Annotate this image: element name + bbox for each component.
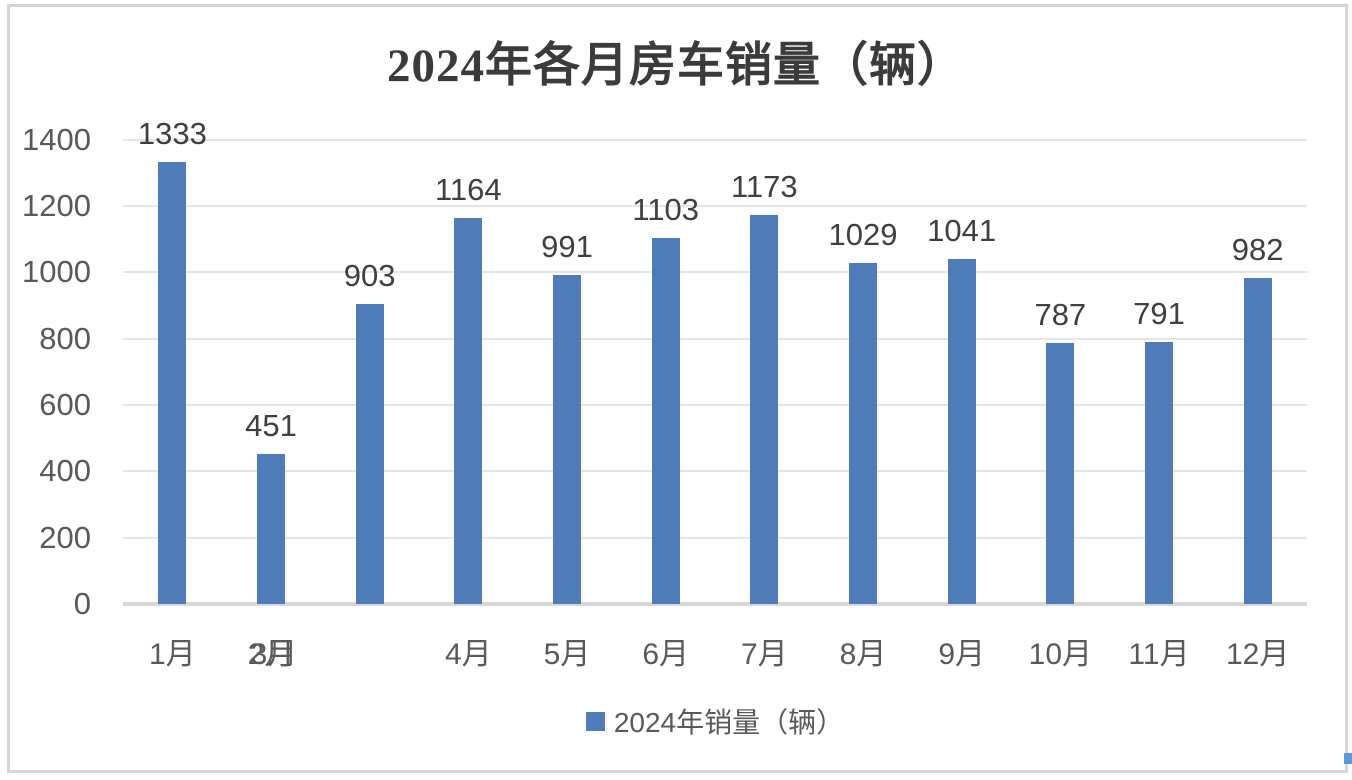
data-label: 1041	[927, 212, 997, 248]
data-label: 1103	[632, 192, 699, 228]
data-label: 903	[343, 258, 396, 294]
bar-8月[interactable]	[849, 262, 877, 604]
x-axis-label: 7月	[740, 638, 788, 671]
gridline	[123, 536, 1307, 539]
x-axis-label: 9月	[938, 638, 985, 671]
data-label: 791	[1133, 295, 1185, 331]
x-axis-label: 10月	[1028, 638, 1093, 671]
y-tick-label: 0	[73, 586, 91, 621]
data-label: 1173	[730, 168, 798, 204]
x-axis-label: 11月	[1128, 638, 1190, 671]
x-axis-label: 1月	[148, 638, 196, 671]
bar-5月[interactable]	[553, 275, 581, 604]
y-tick-label: 600	[39, 386, 91, 422]
y-tick-label: 1000	[22, 254, 91, 290]
gridline	[123, 204, 1307, 207]
gridline	[123, 403, 1307, 406]
legend-color-swatch	[585, 711, 605, 731]
bar-7月[interactable]	[750, 214, 779, 604]
data-label: 1333	[137, 115, 207, 151]
bar-1月[interactable]	[158, 161, 187, 604]
chart-frame	[7, 4, 1348, 773]
data-label: 787	[1034, 296, 1087, 332]
data-label: 982	[1231, 232, 1284, 268]
y-tick-label: 400	[39, 453, 91, 489]
data-label: 1164	[434, 171, 502, 207]
y-tick-label: 1200	[22, 187, 91, 223]
cursor-artifact	[1344, 753, 1352, 764]
bar-4月[interactable]	[454, 217, 483, 604]
data-label: 451	[245, 408, 297, 444]
x-axis-label: 8月	[839, 638, 887, 671]
x-axis-label: 5月	[543, 638, 591, 671]
bar-3月[interactable]	[355, 304, 384, 604]
bar-12月[interactable]	[1243, 278, 1272, 604]
bar-2月[interactable]	[257, 454, 285, 604]
gridline	[123, 337, 1307, 340]
gridline	[123, 470, 1307, 473]
legend[interactable]: 2024年销量（辆）	[123, 701, 1307, 741]
bar-6月[interactable]	[651, 238, 680, 604]
bar-11月[interactable]	[1145, 341, 1173, 604]
x-axis-label: 12月	[1225, 638, 1290, 671]
x-axis-label: 2月	[247, 638, 295, 671]
data-label: 1029	[828, 216, 898, 252]
gridline	[123, 271, 1307, 274]
y-tick-label: 1400	[22, 121, 91, 157]
bar-9月[interactable]	[947, 258, 976, 604]
gridline	[123, 138, 1307, 141]
x-axis-label: 6月	[642, 638, 689, 671]
y-tick-label: 800	[39, 320, 91, 356]
x-axis-line	[123, 602, 1307, 606]
x-axis-label: 3月	[250, 638, 298, 671]
data-label: 991	[541, 229, 593, 265]
y-tick-label: 200	[39, 519, 91, 555]
legend-label: 2024年销量（辆）	[613, 707, 845, 738]
chart-title: 2024年各月房车销量（辆）	[387, 40, 965, 92]
x-axis-label: 4月	[444, 638, 492, 671]
bar-10月[interactable]	[1046, 342, 1075, 604]
